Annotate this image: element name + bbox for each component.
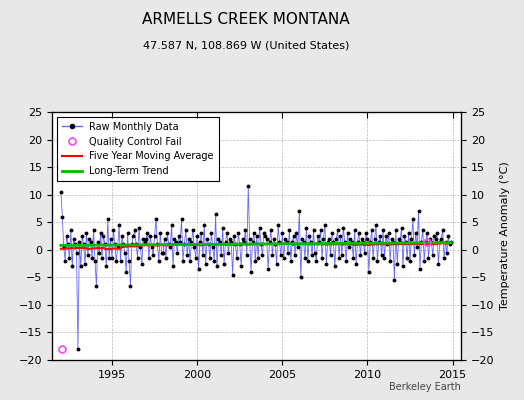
Text: Berkeley Earth: Berkeley Earth xyxy=(389,382,461,392)
Text: ARMELLS CREEK MONTANA: ARMELLS CREEK MONTANA xyxy=(143,12,350,27)
Text: 47.587 N, 108.869 W (United States): 47.587 N, 108.869 W (United States) xyxy=(143,40,350,50)
Legend: Raw Monthly Data, Quality Control Fail, Five Year Moving Average, Long-Term Tren: Raw Monthly Data, Quality Control Fail, … xyxy=(57,117,219,181)
Y-axis label: Temperature Anomaly (°C): Temperature Anomaly (°C) xyxy=(500,162,510,310)
